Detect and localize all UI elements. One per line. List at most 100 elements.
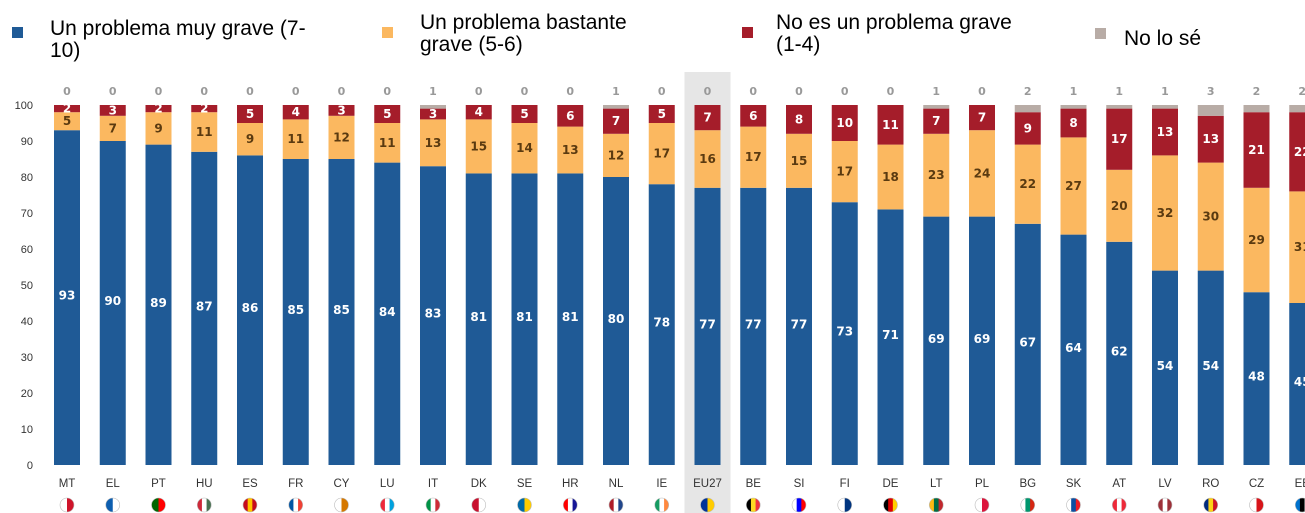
data-label-lv-s1: 32 (1157, 206, 1174, 220)
data-label-si-dont-know: 0 (795, 85, 803, 98)
bar-segment-es-s2 (237, 105, 263, 123)
bar-segment-bg-s1 (1014, 144, 1041, 224)
bar-segment-fr-s1 (282, 119, 309, 159)
bar-segment-be-s2 (740, 105, 767, 127)
bar-segment-mt-s2 (54, 105, 80, 113)
flag-outline-bg (1020, 497, 1036, 513)
legend-item-muy-grave: Un problema muy grave (7- 10) (12, 18, 306, 62)
x-tick-label-nl: NL (609, 478, 624, 490)
bar-segment-cz-s0 (1243, 292, 1270, 465)
data-label-fi-s0: 73 (836, 325, 853, 339)
data-label-be-s2: 6 (749, 109, 757, 123)
legend: Un problema muy grave (7- 10) Un problem… (0, 0, 1305, 80)
bar-segment-ee-s3 (1289, 105, 1305, 113)
bar-segment-ie-s1 (648, 123, 675, 185)
flag-icon-fi (837, 498, 852, 512)
flag-outline-es (242, 497, 258, 513)
flag-outline-it (425, 497, 441, 513)
data-label-hu-s0: 87 (196, 299, 213, 313)
flag-outline-dk (471, 497, 487, 513)
bar-segment-ee-s0 (1289, 303, 1305, 465)
data-label-si-s1: 15 (791, 154, 808, 168)
flag-outline-mt (59, 497, 75, 513)
bar-segment-hu-s2 (191, 105, 218, 113)
bar-segment-eu27-s2 (694, 105, 721, 131)
data-label-fr-s0: 85 (287, 303, 304, 317)
data-label-hu-s2: 2 (200, 102, 208, 116)
flag-outline-be (745, 497, 761, 513)
flag-outline-hu (196, 497, 212, 513)
y-tick-label: 10 (21, 424, 33, 436)
data-label-at-s0: 62 (1111, 344, 1128, 358)
bar-segment-cz-s3 (1243, 105, 1270, 113)
y-tick-label: 0 (27, 460, 33, 472)
bar-segment-sk-s1 (1060, 137, 1087, 235)
data-label-se-dont-know: 0 (521, 85, 529, 98)
bar-segment-it-s0 (420, 166, 446, 465)
flag-icon-it (426, 498, 440, 512)
data-label-at-s2: 17 (1111, 132, 1128, 146)
data-label-ro-dont-know: 3 (1207, 85, 1215, 98)
data-label-de-s2: 11 (882, 118, 899, 132)
bar-segment-pt-s1 (145, 112, 172, 145)
bar-segment-ro-s1 (1197, 162, 1224, 271)
data-label-dk-s0: 81 (470, 310, 487, 324)
bar-segment-lt-s2 (923, 108, 950, 134)
bar-segment-fi-s2 (831, 105, 858, 141)
data-label-mt-s1: 5 (63, 114, 71, 128)
bar-segment-cz-s2 (1243, 112, 1270, 188)
bar-segment-ro-s0 (1197, 270, 1224, 465)
flag-icon-cy (334, 498, 349, 512)
bar-segment-mt-s0 (54, 130, 80, 465)
data-label-lt-s0: 69 (928, 332, 945, 346)
legend-item-bastante-grave: Un problema bastante grave (5-6) (382, 12, 627, 56)
data-label-nl-s2: 7 (612, 114, 620, 128)
data-label-de-s0: 71 (882, 328, 899, 342)
x-tick-label-hr: HR (562, 478, 579, 490)
flag-outline-pl (974, 497, 990, 513)
bar-segment-be-s0 (740, 187, 767, 466)
flag-outline-lu (379, 497, 395, 513)
data-label-bg-s0: 67 (1019, 335, 1036, 349)
x-tick-label-be: BE (746, 478, 762, 490)
bar-segment-lv-s3 (1152, 105, 1178, 109)
x-tick-label-ie: IE (656, 478, 667, 490)
data-label-se-s0: 81 (516, 310, 533, 324)
data-label-lv-s0: 54 (1157, 359, 1174, 373)
flag-icon-pl (975, 498, 989, 512)
data-label-lt-s1: 23 (928, 168, 945, 182)
data-label-at-dont-know: 1 (1115, 85, 1123, 98)
bar-segment-at-s0 (1106, 241, 1133, 465)
data-label-hu-s1: 11 (196, 125, 213, 139)
legend-swatch-muy-grave (12, 27, 23, 38)
data-label-es-s0: 86 (242, 301, 259, 315)
data-label-mt-s2: 2 (63, 102, 71, 116)
bar-segment-ie-s2 (648, 105, 675, 123)
flag-icon-nl (609, 498, 623, 512)
x-tick-label-lt: LT (930, 478, 943, 490)
x-tick-label-pt: PT (151, 478, 166, 490)
data-label-lu-s0: 84 (379, 305, 396, 319)
flag-outline-fi (837, 497, 853, 513)
y-tick-label: 60 (21, 244, 33, 256)
x-tick-label-eu27: EU27 (693, 478, 722, 490)
bar-segment-dk-s0 (465, 173, 492, 465)
data-label-it-dont-know: 1 (429, 85, 437, 98)
data-label-fi-s1: 17 (836, 165, 853, 179)
bar-segment-de-s1 (877, 144, 904, 210)
data-label-fr-dont-know: 0 (292, 85, 300, 98)
bar-segment-bg-s3 (1014, 105, 1041, 113)
bar-segment-si-s0 (786, 187, 812, 466)
bar-segment-cy-s1 (328, 115, 355, 159)
data-label-el-dont-know: 0 (109, 85, 117, 98)
flag-icon-es (243, 498, 257, 512)
legend-label-bastante-grave: Un problema bastante grave (5-6) (420, 11, 627, 56)
bar-segment-lv-s2 (1152, 108, 1178, 156)
flag-icon-ro (1203, 498, 1218, 512)
y-tick-label: 20 (21, 388, 33, 400)
data-label-pl-s1: 24 (974, 166, 991, 180)
data-label-cz-s2: 21 (1248, 143, 1265, 157)
bar-segment-lv-s0 (1152, 270, 1178, 465)
bar-segment-ro-s2 (1197, 115, 1224, 163)
data-label-nl-s0: 80 (608, 312, 625, 326)
